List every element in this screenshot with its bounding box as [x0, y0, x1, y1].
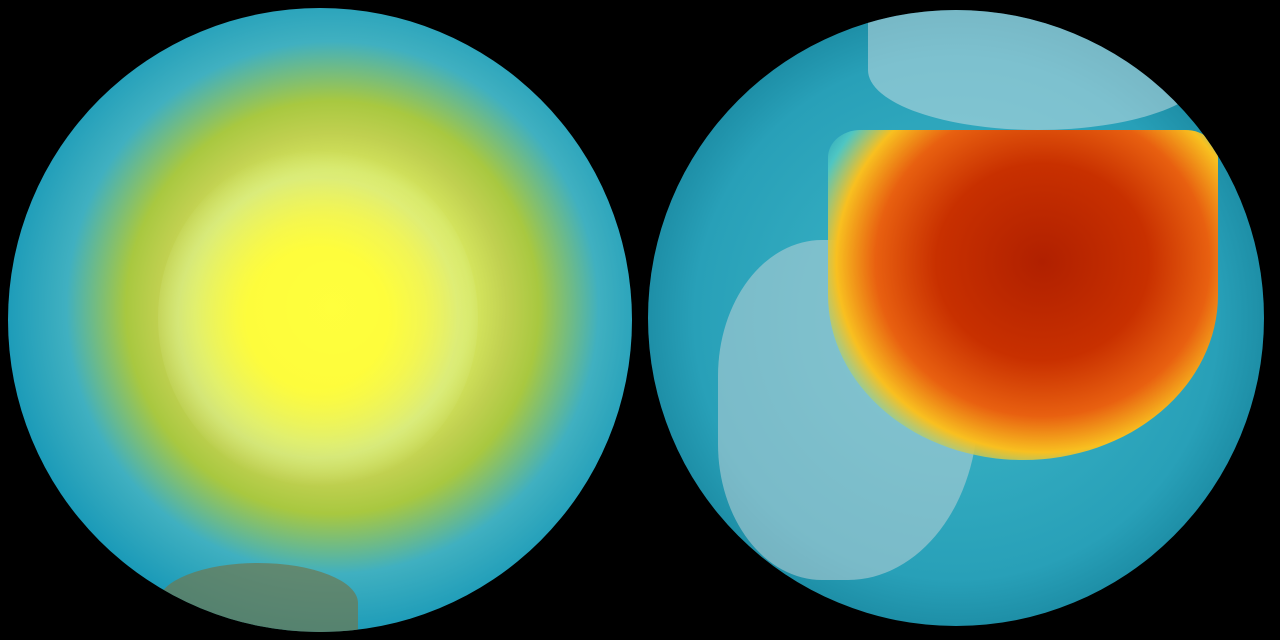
limb-shading — [8, 8, 632, 632]
left-globe — [8, 8, 632, 632]
limb-shading — [648, 10, 1264, 626]
right-globe — [648, 10, 1264, 626]
